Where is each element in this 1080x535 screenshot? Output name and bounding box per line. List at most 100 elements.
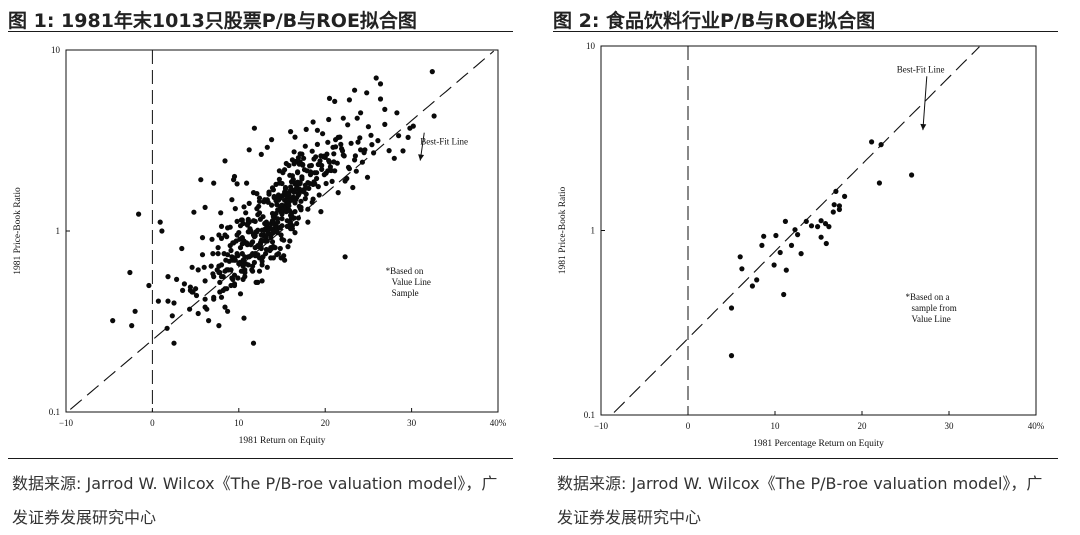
scatter-point: [382, 106, 388, 112]
best-fit-arrow-head: [920, 123, 927, 131]
scatter-point: [350, 184, 356, 191]
scatter-point: [281, 237, 287, 243]
scatter-point: [277, 245, 283, 252]
scatter-point: [314, 141, 320, 147]
scatter-point: [256, 268, 263, 274]
scatter-point: [251, 125, 257, 131]
scatter-point: [377, 96, 384, 102]
scatter-point: [254, 191, 260, 197]
scatter-point: [272, 245, 278, 251]
best-fit-arrow-shaft: [922, 76, 928, 131]
scatter-point: [335, 190, 341, 196]
scatter-point: [164, 325, 170, 331]
scatter-point: [781, 291, 787, 298]
scatter-point: [264, 264, 270, 270]
scatter-point: [201, 264, 207, 270]
scatter-point: [132, 308, 138, 314]
scatter-point: [222, 304, 228, 310]
scatter-point: [191, 209, 197, 215]
scatter-point: [815, 224, 821, 230]
scatter-point: [353, 168, 359, 174]
x-axis-label: 1981 Percentage Return on Equity: [753, 439, 884, 448]
figure-title: 图 2: 食品饮料行业P/B与ROE拟合图: [553, 10, 876, 32]
scatter-point: [264, 144, 270, 150]
scatter-point: [259, 278, 265, 284]
y-axis-label: 1981 Price-Book Ratio: [558, 186, 568, 274]
scatter-point: [287, 238, 293, 244]
scatter-point: [231, 173, 238, 180]
scatter-point: [231, 281, 238, 287]
scatter-point: [782, 218, 788, 224]
scatter-point: [382, 121, 388, 127]
scatter-point: [369, 142, 375, 148]
scatter-point: [291, 149, 297, 155]
scatter-point: [377, 81, 384, 87]
scatter-point: [245, 262, 251, 268]
source-rule: [553, 458, 1058, 459]
scatter-point: [728, 305, 735, 311]
scatter-point: [234, 218, 240, 224]
y-tick-label: 1: [56, 226, 61, 236]
scatter-point: [341, 153, 347, 159]
scatter-point: [354, 115, 360, 121]
scatter-point: [218, 235, 225, 241]
scatter-point: [242, 269, 248, 276]
scatter-point: [204, 306, 210, 312]
scatter-point: [217, 279, 223, 285]
scatter-point: [831, 202, 837, 208]
scatter-point: [737, 254, 743, 260]
scatter-point: [795, 232, 801, 238]
scatter-point: [352, 157, 358, 163]
scatter-point: [808, 223, 815, 229]
scatter-point: [250, 340, 257, 346]
scatter-point: [318, 209, 324, 215]
scatter-point: [215, 245, 221, 251]
scatter-point: [228, 267, 234, 273]
scatter-point: [211, 274, 217, 280]
scatter-point: [171, 340, 177, 346]
scatter-point: [195, 310, 201, 317]
y-tick-label: 10: [586, 41, 596, 51]
scatter-point: [373, 75, 379, 81]
scatter-point: [202, 278, 208, 284]
source-note: 数据来源: Jarrod W. Wilcox《The P/B-roe valua…: [12, 474, 498, 527]
scatter-point: [295, 215, 301, 221]
scatter-point: [269, 202, 275, 208]
scatter-point: [332, 98, 338, 104]
scatter-point: [310, 196, 316, 202]
scatter-point: [833, 188, 839, 194]
scatter-point: [319, 166, 325, 172]
scatter-point: [312, 181, 318, 187]
scatter-point: [187, 284, 193, 290]
scatter-point: [331, 151, 337, 157]
scatter-point: [279, 216, 285, 222]
scatter-point: [198, 177, 204, 183]
scatter-point: [876, 180, 882, 186]
scatter-point: [278, 232, 284, 238]
scatter-point: [206, 318, 212, 324]
scatter-point: [364, 174, 371, 180]
scatter-point: [208, 263, 214, 269]
scatter-point: [396, 133, 402, 139]
scatter-point: [313, 154, 319, 160]
scatter-point: [365, 124, 371, 130]
scatter-point: [169, 313, 175, 319]
scatter-point: [165, 298, 171, 304]
scatter-point: [227, 224, 233, 230]
scatter-point: [110, 318, 116, 324]
scatter-point: [836, 203, 842, 209]
sample-note: *Based on Value Line Sample: [386, 266, 431, 298]
figure-title: 图 1: 1981年末1013只股票P/B与ROE拟合图: [8, 10, 417, 32]
title-rule: [8, 31, 513, 32]
scatter-point: [302, 196, 308, 202]
scatter-point: [181, 281, 187, 287]
scatter-point: [250, 239, 256, 245]
scatter-point: [127, 269, 133, 276]
scatter-point: [235, 253, 241, 259]
scatter-point: [275, 219, 281, 225]
scatter-point: [259, 262, 265, 268]
scatter-point: [792, 227, 798, 233]
scatter-point: [282, 184, 289, 191]
scatter-point: [303, 126, 309, 132]
scatter-point: [256, 198, 263, 204]
